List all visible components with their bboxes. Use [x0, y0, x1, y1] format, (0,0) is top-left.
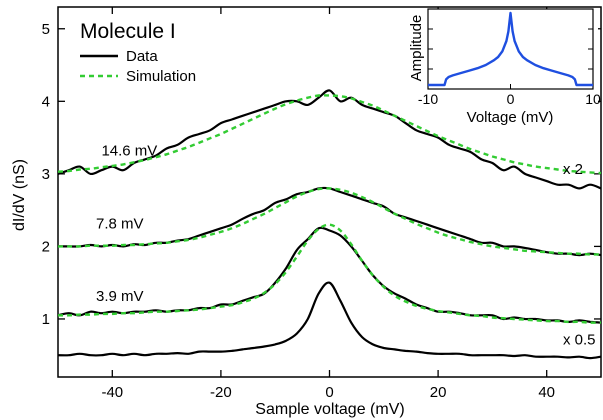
x-tick-label: -20	[210, 384, 232, 401]
curve-annotation: x 0.5	[563, 331, 596, 348]
simulation-series-line	[57, 187, 602, 256]
legend-simulation-label: Simulation	[126, 68, 196, 85]
x-tick-label: 40	[538, 384, 555, 401]
inset-amplitude-line	[428, 11, 593, 87]
inset-x-tick-label: 0	[507, 91, 515, 107]
curve-annotation: x 2	[563, 161, 583, 178]
data-series-line	[57, 89, 602, 190]
inset-y-axis-label: Amplitude	[408, 15, 425, 82]
inset-x-tick-label: 10	[585, 91, 601, 107]
curve-annotation: 7.8 mV	[96, 215, 144, 232]
curve-annotation: 3.9 mV	[96, 288, 144, 305]
inset-background	[428, 9, 598, 102]
chart-title: Molecule I	[80, 20, 176, 43]
legend-data-label: Data	[126, 48, 158, 65]
y-tick-label: 4	[42, 93, 50, 110]
y-tick-label: 3	[42, 166, 50, 183]
inset-x-tick-label: -10	[418, 91, 438, 107]
x-axis-label: Sample voltage (mV)	[255, 401, 404, 418]
simulation-series-line	[57, 94, 602, 175]
x-tick-label: -40	[101, 384, 123, 401]
curve-annotation: 14.6 mV	[101, 143, 157, 160]
y-tick-label: 1	[42, 311, 50, 328]
inset-x-axis-label: Voltage (mV)	[467, 109, 554, 126]
x-tick-label: 20	[430, 384, 447, 401]
annotations-group: 14.6 mV 7.8 mV 3.9 mV x 2 x 0.5	[96, 143, 596, 349]
main-series-group	[57, 89, 602, 360]
y-tick-label: 5	[42, 21, 50, 38]
data-series-line	[57, 281, 602, 360]
y-tick-label: 2	[42, 238, 50, 255]
inset-series-group	[428, 11, 593, 87]
y-axis-label: dI/dV (nS)	[11, 159, 28, 231]
simulation-series-line	[57, 223, 602, 324]
inset-axis-ticks: -10 0 10	[418, 28, 601, 107]
x-tick-label: 0	[325, 384, 333, 401]
data-series-line	[57, 226, 602, 324]
